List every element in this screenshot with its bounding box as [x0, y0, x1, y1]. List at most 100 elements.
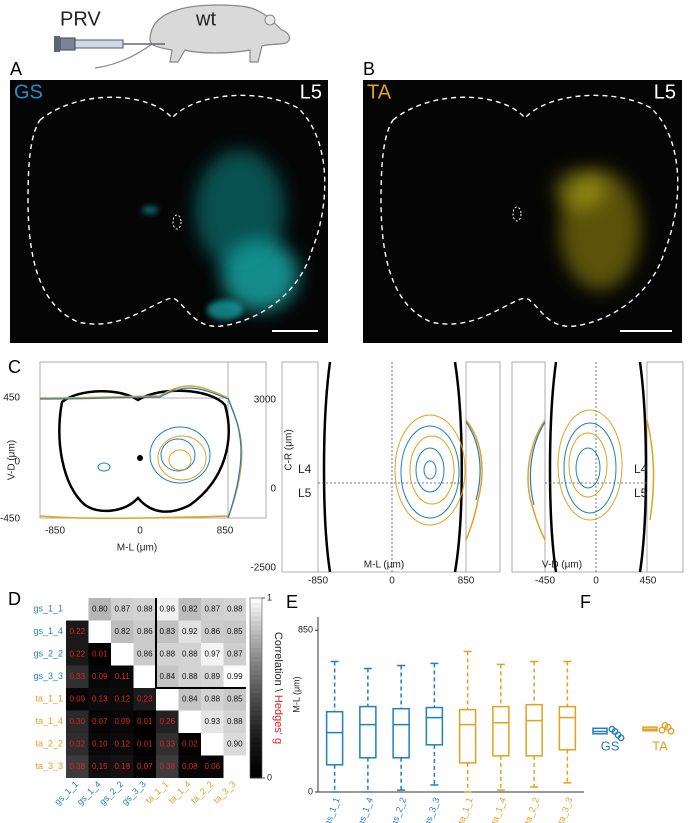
colorbar-step [250, 674, 262, 680]
tick-label: 0 [137, 526, 143, 537]
colorbar-step [250, 760, 262, 765]
panel-letter: E [286, 592, 298, 612]
heatmap-cell [111, 688, 134, 711]
box [425, 706, 444, 746]
mouse-illustration [54, 4, 291, 69]
colorbar-step [250, 652, 262, 657]
heatmap-cell [178, 688, 201, 711]
heatmap-cell [178, 733, 201, 756]
muscle-label: GS [14, 81, 43, 103]
heatmap-cell [156, 755, 179, 778]
heatmap-cell [223, 733, 246, 756]
heatmap-cell [156, 643, 179, 666]
column-label: gs_1_4 [75, 779, 103, 807]
colorbar-step [250, 706, 262, 711]
heatmap-cell [133, 710, 156, 733]
group-label: GS [601, 738, 620, 753]
cell-label: 0.07 [92, 717, 108, 726]
colorbar-tick-label: 1 [267, 592, 272, 602]
colorbar-step [250, 607, 262, 612]
tick-label: -450 [0, 514, 20, 525]
heatmap-cell [66, 643, 89, 666]
heatmap-cell [66, 688, 89, 711]
cell-label: 0.82 [182, 604, 198, 613]
heatmap-cell [201, 643, 224, 666]
tick-label: -2500 [250, 563, 276, 574]
x-tick-label: gs_2_2 [389, 796, 408, 823]
contour-panel-middle [281, 361, 501, 573]
column-label: ta_2_2 [189, 779, 216, 806]
colorbar-step [250, 751, 262, 756]
cell-label: 0.86 [137, 649, 153, 658]
colorbar-step [250, 746, 262, 752]
heatmap-cell [111, 598, 134, 621]
colorbar-step [250, 602, 262, 608]
cell-label: 0.86 [204, 627, 220, 636]
heatmap-cell [66, 710, 89, 733]
colorbar-label-part: Hedges' g [272, 695, 284, 744]
colorbar-step [250, 773, 262, 779]
heatmap-cell [66, 665, 89, 688]
column-label: gs_1_1 [52, 779, 80, 807]
tick-label: 0 [389, 576, 395, 587]
colorbar-step [250, 737, 262, 743]
panel-letter: B [363, 59, 375, 79]
injection-label: PRV [60, 8, 101, 30]
heatmap-cell [88, 598, 111, 621]
cell-label: 0.88 [227, 717, 243, 726]
heatmap-cell [88, 643, 111, 666]
cell-label: 0.02 [182, 739, 198, 748]
heatmap-cell [201, 620, 224, 643]
heatmap-cell-empty [111, 643, 134, 666]
heatmap-cell [201, 755, 224, 778]
cell-label: 0.88 [137, 604, 153, 613]
box [458, 708, 477, 764]
segment-label: L4 [298, 462, 312, 476]
cell-label: 0.87 [227, 649, 243, 658]
colorbar-step [250, 598, 262, 603]
colorbar-step [250, 647, 262, 653]
cell-label: 0.01 [137, 739, 153, 748]
cell-label: 0.96 [159, 604, 175, 613]
panel-letter: D [8, 589, 21, 609]
cell-label: 0.06 [204, 762, 220, 771]
cell-label: 0.82 [114, 627, 130, 636]
cell-label: 0.32 [69, 739, 85, 748]
cell-label: 0.90 [227, 739, 243, 748]
heatmap-cell [111, 710, 134, 733]
segment-label: L5 [298, 486, 312, 500]
heatmap-cell [178, 755, 201, 778]
point [661, 721, 669, 729]
micrograph-ta [363, 80, 682, 343]
colorbar-step [250, 665, 262, 671]
y-tick-label: 0 [308, 786, 313, 796]
box [325, 710, 344, 766]
colorbar-step [250, 769, 262, 774]
heatmap-cell-empty [88, 620, 111, 643]
heatmap-cell-empty [178, 710, 201, 733]
segment-label: L5 [654, 81, 676, 103]
row-label: gs_1_4 [33, 626, 63, 636]
point [617, 734, 625, 742]
cell-label: 0.22 [69, 627, 85, 636]
cell-label: 0.92 [182, 627, 198, 636]
heatmap-cell [88, 733, 111, 756]
cell-label: 0.97 [204, 649, 220, 658]
segment-label: L5 [300, 81, 322, 103]
heatmap-cell [111, 665, 134, 688]
colorbar-step [250, 661, 262, 666]
colorbar-frame [249, 597, 263, 779]
muscle-label: TA [367, 81, 392, 103]
row-label: ta_1_1 [35, 694, 63, 704]
axis-label: V-D (μm) [542, 560, 582, 571]
cell-label: 0.84 [182, 694, 198, 703]
cell-label: 0.89 [204, 672, 220, 681]
row-label: gs_3_3 [33, 671, 63, 681]
box [525, 703, 543, 757]
x-tick-label: ta_1_4 [489, 796, 508, 823]
heatmap-cell [178, 665, 201, 688]
cell-label: 0.23 [137, 694, 153, 703]
group-label: TA [652, 738, 668, 753]
column-label: ta_3_3 [211, 779, 238, 806]
